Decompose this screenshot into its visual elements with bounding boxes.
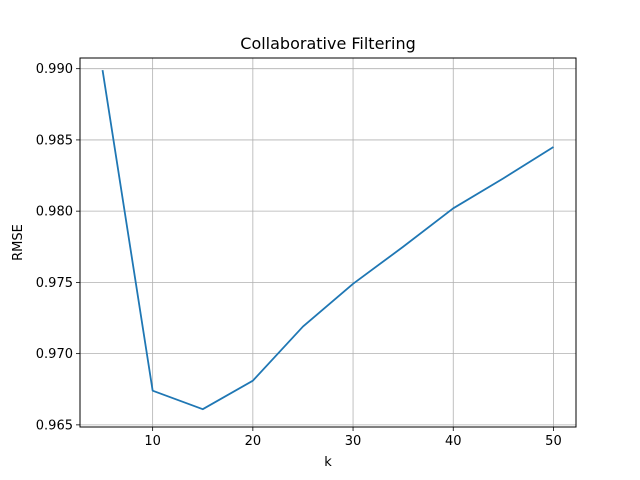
x-tick-label: 10	[144, 434, 161, 449]
y-tick-label: 0.970	[36, 347, 73, 362]
ticks: 10 20 30 40 50 0.965 0.970 0.975 0.980 0.985 0.990	[36, 62, 562, 449]
y-tick-label: 0.985	[36, 133, 73, 148]
x-tick-label: 20	[245, 434, 262, 449]
x-tick-label: 30	[345, 434, 362, 449]
y-tick-label: 0.990	[36, 62, 73, 77]
plot-frame	[79, 57, 577, 428]
y-axis-label: RMSE	[11, 224, 26, 261]
y-tick-label: 0.965	[36, 418, 73, 433]
series-layer	[101, 69, 554, 411]
y-tick-label: 0.980	[36, 205, 73, 220]
x-tick-label: 40	[445, 434, 462, 449]
grid	[80, 58, 576, 427]
series-line	[101, 69, 554, 411]
chart-title: Collaborative Filtering	[240, 34, 415, 53]
x-tick-label: 50	[545, 434, 562, 449]
x-axis-label: k	[324, 455, 332, 470]
y-tick-label: 0.975	[36, 276, 73, 291]
